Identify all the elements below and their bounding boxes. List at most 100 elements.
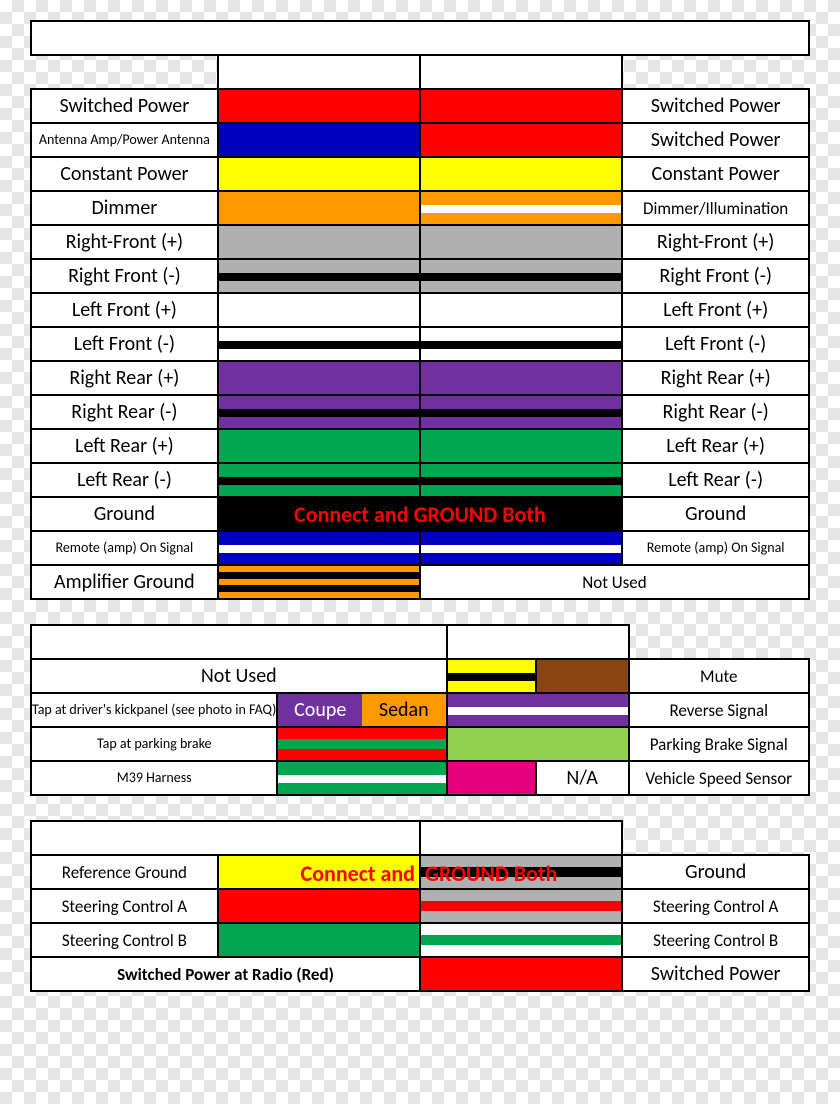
ampgnd-r: Not Used [420, 565, 809, 599]
s3-ground-right: GROUND Both [425, 860, 557, 887]
s2-h1: Other Connections [31, 625, 447, 659]
s1-col2: Headunit Harness [420, 55, 622, 89]
s3-r4-l: Switched Power at Radio (Red) [31, 957, 420, 991]
wire-a [218, 395, 420, 429]
wire-a [218, 463, 420, 497]
row-label-left: Left Front (-) [31, 327, 218, 361]
row-label-right: Right Rear (+) [622, 361, 809, 395]
row-label-left: Left Rear (-) [31, 463, 218, 497]
s2-r4-p [447, 761, 536, 795]
s3-r4-r: Switched Power [622, 957, 809, 991]
remote-r: Remote (amp) On Signal [622, 531, 809, 565]
wire-b [420, 361, 622, 395]
remote-b [420, 531, 622, 565]
ground-l: Ground [31, 497, 218, 531]
row-label-right: Dimmer/Illumination [622, 191, 809, 225]
s3-r1-b: GROUND Both [420, 855, 622, 889]
row-label-left: Left Front (+) [31, 293, 218, 327]
s1-col1: Metra 70-7550 [218, 55, 420, 89]
s3-h2: Metra Axxess ASWC [420, 821, 622, 855]
wire-a [218, 89, 420, 123]
wire-a [218, 429, 420, 463]
row-label-right: Right-Front (+) [622, 225, 809, 259]
remote-a [218, 531, 420, 565]
s3-r1-a: Connect and [218, 855, 420, 889]
row-label-right: Left Front (+) [622, 293, 809, 327]
s3-ground-left: Connect and [301, 860, 415, 887]
s3-r3-l: Steering Control B [31, 923, 218, 957]
row-label-left: Right Front (-) [31, 259, 218, 293]
row-label-left: Switched Power [31, 89, 218, 123]
wire-a [218, 361, 420, 395]
wire-a [218, 123, 420, 157]
s3-r3-a [218, 923, 420, 957]
wire-a [218, 259, 420, 293]
wire-b [420, 123, 622, 157]
s3-r4-b [420, 957, 622, 991]
row-label-left: Right Rear (-) [31, 395, 218, 429]
other-connections-table: Other Connections Pioneer | Kenwood Not … [30, 624, 810, 796]
s2-r4-a [277, 761, 446, 795]
row-label-right: Constant Power [622, 157, 809, 191]
ampgnd-l: Amplifier Ground [31, 565, 218, 599]
row-label-right: Right Rear (-) [622, 395, 809, 429]
wire-b [420, 225, 622, 259]
ground-wire: Connect and GROUND Both [218, 497, 623, 531]
s2-r4-l: M39 Harness [31, 761, 277, 795]
s2-r4-k: N/A [536, 761, 629, 795]
s2-r2-l: Tap at driver's kickpanel (see photo in … [31, 693, 277, 727]
wire-b [420, 429, 622, 463]
row-label-right: Switched Power [622, 123, 809, 157]
row-label-left: Right Rear (+) [31, 361, 218, 395]
s3-r1-l: Reference Ground [31, 855, 218, 889]
s2-r3-l: Tap at parking brake [31, 727, 277, 761]
row-label-right: Left Rear (-) [622, 463, 809, 497]
s2-r3-p [447, 727, 629, 761]
s1-title: Installation for non-Bose [31, 21, 809, 55]
s3-r2-r: Steering Control A [622, 889, 809, 923]
s2-h2: Pioneer | Kenwood [447, 625, 629, 659]
wire-b [420, 89, 622, 123]
s3-r2-b [420, 889, 622, 923]
s2-r2-r: Reverse Signal [629, 693, 809, 727]
row-label-left: Right-Front (+) [31, 225, 218, 259]
s3-r1-r: Ground [622, 855, 809, 889]
wire-b [420, 157, 622, 191]
wire-a [218, 225, 420, 259]
row-label-left: Left Rear (+) [31, 429, 218, 463]
s2-r2-coupe-sedan: Coupe Sedan [277, 693, 446, 727]
s3-h1: Steering Wheel Controls (M39 Harness) [31, 821, 420, 855]
wire-a [218, 293, 420, 327]
install-table: Installation for non-Bose Metra 70-7550 … [30, 20, 810, 600]
row-label-left: Constant Power [31, 157, 218, 191]
wire-b [420, 191, 622, 225]
wire-b [420, 327, 622, 361]
s2-r1-r: Mute [629, 659, 809, 693]
s2-r3-a [277, 727, 446, 761]
row-label-left: Dimmer [31, 191, 218, 225]
s2-r3-r: Parking Brake Signal [629, 727, 809, 761]
wire-a [218, 157, 420, 191]
ground-r: Ground [622, 497, 809, 531]
row-label-left: Antenna Amp/Power Antenna [31, 123, 218, 157]
wire-a [218, 191, 420, 225]
s3-r3-b [420, 923, 622, 957]
s3-r3-r: Steering Control B [622, 923, 809, 957]
row-label-right: Left Rear (+) [622, 429, 809, 463]
s2-r1-pioneer [447, 659, 536, 693]
s3-r2-a [218, 889, 420, 923]
wire-b [420, 463, 622, 497]
row-label-right: Left Front (-) [622, 327, 809, 361]
wire-a [218, 327, 420, 361]
row-label-right: Switched Power [622, 89, 809, 123]
steering-table: Steering Wheel Controls (M39 Harness) Me… [30, 820, 810, 992]
s2-r4-r: Vehicle Speed Sensor [629, 761, 809, 795]
coupe-label: Coupe [278, 694, 362, 726]
wire-b [420, 395, 622, 429]
remote-l: Remote (amp) On Signal [31, 531, 218, 565]
wire-b [420, 259, 622, 293]
row-label-right: Right Front (-) [622, 259, 809, 293]
s2-r1-l: Not Used [31, 659, 447, 693]
wire-b [420, 293, 622, 327]
sedan-label: Sedan [362, 694, 446, 726]
